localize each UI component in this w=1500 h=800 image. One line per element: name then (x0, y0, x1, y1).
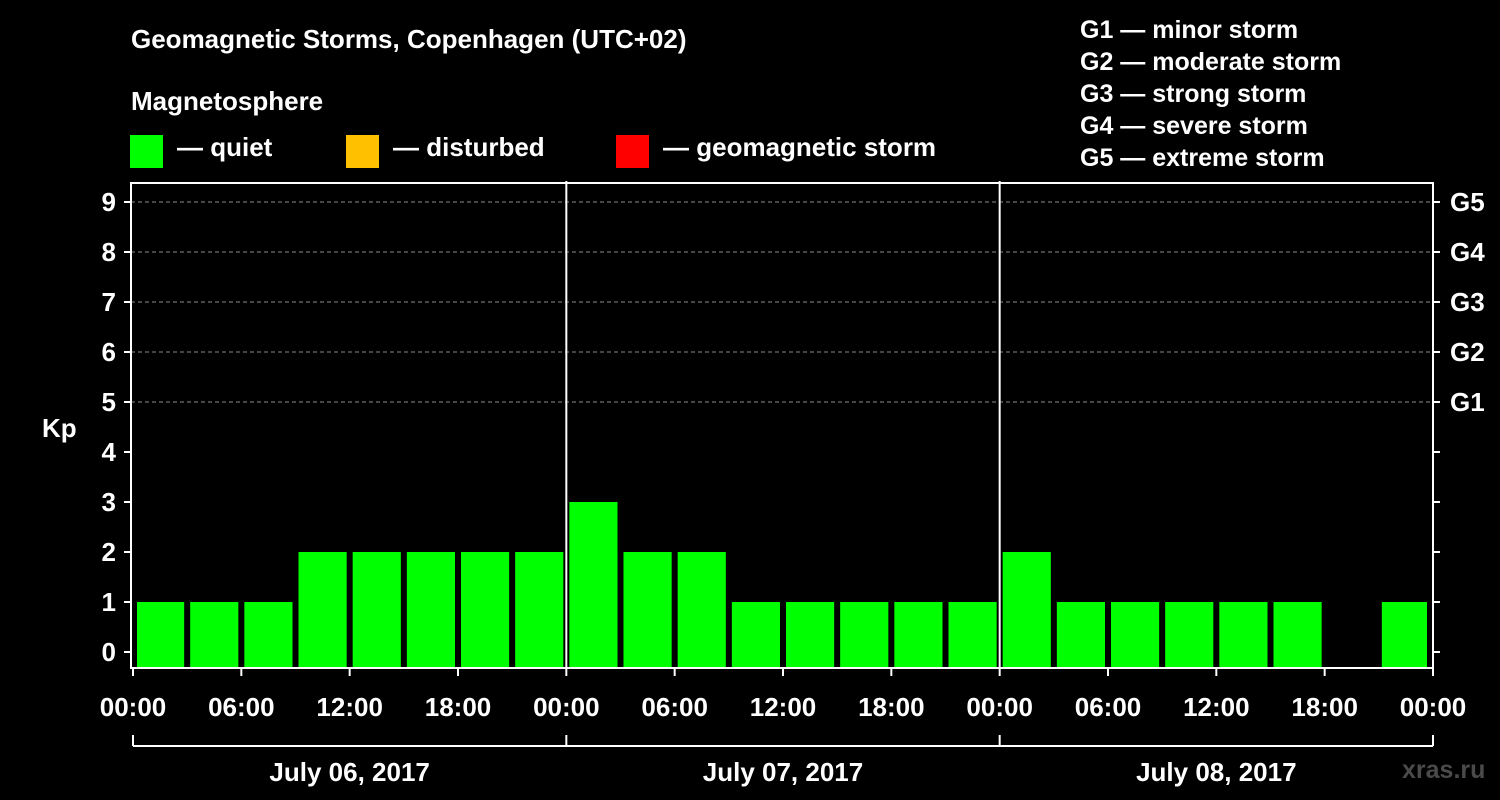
y-tick-label: 2 (102, 537, 116, 567)
y-axis-label: Kp (42, 413, 77, 443)
x-tick-label: 18:00 (1291, 692, 1358, 722)
storm-scale-list: G1 — minor storm G2 — moderate storm G3 … (1080, 14, 1341, 174)
watermark: xras.ru (1402, 756, 1486, 784)
kp-bar (352, 552, 401, 667)
x-tick-label: 00:00 (966, 692, 1033, 722)
y-tick-label: 1 (102, 587, 116, 617)
legend-label-disturbed: — disturbed (393, 131, 545, 162)
storm-scale-item: G4 — severe storm (1080, 112, 1308, 140)
kp-bar (623, 552, 672, 667)
kp-bar (1111, 602, 1160, 667)
g-level-label: G2 (1450, 337, 1485, 367)
x-tick-label: 18:00 (858, 692, 925, 722)
kp-bar (406, 552, 455, 667)
kp-bar (1002, 552, 1051, 667)
x-tick-label: 18:00 (425, 692, 492, 722)
storm-scale-item: G1 — minor storm (1080, 16, 1299, 44)
kp-bar (461, 552, 510, 667)
kp-bar (515, 552, 564, 667)
kp-bar (840, 602, 889, 667)
date-label: July 08, 2017 (1136, 757, 1296, 787)
kp-bar (731, 602, 780, 667)
legend-swatch-disturbed (346, 134, 379, 168)
y-tick-label: 3 (102, 487, 116, 517)
x-tick-label: 06:00 (641, 692, 708, 722)
kp-bar (1165, 602, 1214, 667)
y-tick-label: 9 (102, 187, 116, 217)
storm-scale-item: G3 — strong storm (1080, 80, 1307, 108)
date-label: July 06, 2017 (269, 757, 429, 787)
kp-bar (1381, 602, 1427, 667)
x-tick-label: 06:00 (208, 692, 275, 722)
legend-label-storm: — geomagnetic storm (663, 131, 937, 162)
x-tick-label: 00:00 (100, 692, 167, 722)
y-tick-label: 5 (102, 387, 116, 417)
legend-swatch-storm (616, 134, 649, 168)
kp-bar (677, 552, 726, 667)
x-tick-label: 00:00 (533, 692, 600, 722)
kp-bar (137, 602, 185, 667)
storm-scale-item: G2 — moderate storm (1080, 48, 1342, 76)
kp-bar (298, 552, 347, 667)
g-level-label: G4 (1450, 237, 1485, 267)
storm-scale-item: G5 — extreme storm (1080, 144, 1325, 172)
date-label: July 07, 2017 (703, 757, 863, 787)
y-tick-label: 0 (102, 637, 116, 667)
kp-bar (569, 502, 618, 667)
g-level-label: G3 (1450, 287, 1485, 317)
x-tick-label: 12:00 (1183, 692, 1250, 722)
kp-bar (244, 602, 293, 667)
kp-bar (190, 602, 239, 667)
legend-item-storm: — geomagnetic storm (616, 131, 937, 168)
g-level-label: G1 (1450, 387, 1485, 417)
legend-swatch-quiet (130, 134, 163, 168)
kp-bar (1056, 602, 1105, 667)
kp-bar (1273, 602, 1322, 667)
y-tick-label: 8 (102, 237, 116, 267)
legend-title: Magnetosphere (131, 86, 324, 116)
x-tick-label: 12:00 (750, 692, 817, 722)
x-tick-label: 00:00 (1400, 692, 1467, 722)
legend-item-quiet: — quiet (130, 131, 273, 168)
legend-label-quiet: — quiet (177, 131, 273, 162)
x-tick-label: 06:00 (1075, 692, 1142, 722)
legend-item-disturbed: — disturbed (346, 131, 545, 168)
chart-title: Geomagnetic Storms, Copenhagen (UTC+02) (131, 24, 687, 54)
kp-bar (1219, 602, 1268, 667)
y-tick-label: 7 (102, 287, 116, 317)
kp-bar (948, 602, 997, 667)
y-tick-label: 4 (102, 437, 117, 467)
g-level-label: G5 (1450, 187, 1485, 217)
y-tick-label: 6 (102, 337, 116, 367)
kp-bar (894, 602, 943, 667)
x-tick-label: 12:00 (316, 692, 383, 722)
kp-bar (786, 602, 835, 667)
